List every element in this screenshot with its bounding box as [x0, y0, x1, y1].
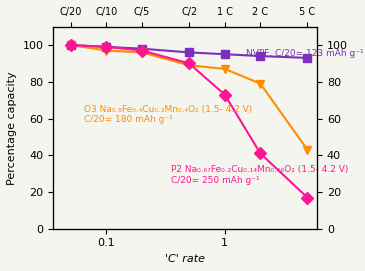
Line: NVPF, C/20= 123 mAh g⁻¹: NVPF, C/20= 123 mAh g⁻¹: [67, 41, 312, 62]
Line: P2 Na₀.₆₇Fe₀.₂Cu₀.₁₄Mn₀.₆₆O₂ (1.5- 4.2 V)
C/20= 250 mAh g⁻¹: P2 Na₀.₆₇Fe₀.₂Cu₀.₁₄Mn₀.₆₆O₂ (1.5- 4.2 V…: [67, 41, 312, 202]
NVPF, C/20= 123 mAh g⁻¹: [104, 45, 109, 49]
Line: O3 Na₀.₈Fe₀.₄Cu₀.₂Mn₀.₄O₂ (1.5- 4.2 V)
C/20= 180 mAh g⁻¹: O3 Na₀.₈Fe₀.₄Cu₀.₂Mn₀.₄O₂ (1.5- 4.2 V) C…: [67, 41, 312, 154]
NVPF, C/20= 123 mAh g⁻¹: [305, 56, 310, 60]
Y-axis label: Percentage capacity: Percentage capacity: [7, 71, 17, 185]
P2 Na₀.₆₇Fe₀.₂Cu₀.₁₄Mn₀.₆₆O₂ (1.5- 4.2 V)
C/20= 250 mAh g⁻¹: [258, 152, 262, 155]
O3 Na₀.₈Fe₀.₄Cu₀.₂Mn₀.₄O₂ (1.5- 4.2 V)
C/20= 180 mAh g⁻¹: [104, 49, 109, 52]
O3 Na₀.₈Fe₀.₄Cu₀.₂Mn₀.₄O₂ (1.5- 4.2 V)
C/20= 180 mAh g⁻¹: [223, 67, 227, 70]
Text: O3 Na₀.₈Fe₀.₄Cu₀.₂Mn₀.₄O₂ (1.5- 4.2 V)
C/20= 180 mAh g⁻¹: O3 Na₀.₈Fe₀.₄Cu₀.₂Mn₀.₄O₂ (1.5- 4.2 V) C…: [84, 105, 253, 124]
P2 Na₀.₆₇Fe₀.₂Cu₀.₁₄Mn₀.₆₆O₂ (1.5- 4.2 V)
C/20= 250 mAh g⁻¹: [187, 62, 191, 65]
NVPF, C/20= 123 mAh g⁻¹: [69, 43, 73, 47]
Text: P2 Na₀.₆₇Fe₀.₂Cu₀.₁₄Mn₀.₆₆O₂ (1.5- 4.2 V)
C/20= 250 mAh g⁻¹: P2 Na₀.₆₇Fe₀.₂Cu₀.₁₄Mn₀.₆₆O₂ (1.5- 4.2 V…: [171, 165, 348, 185]
O3 Na₀.₈Fe₀.₄Cu₀.₂Mn₀.₄O₂ (1.5- 4.2 V)
C/20= 180 mAh g⁻¹: [258, 82, 262, 85]
Text: NVPF, C/20= 123 mAh g⁻¹: NVPF, C/20= 123 mAh g⁻¹: [246, 49, 363, 58]
O3 Na₀.₈Fe₀.₄Cu₀.₂Mn₀.₄O₂ (1.5- 4.2 V)
C/20= 180 mAh g⁻¹: [140, 51, 144, 54]
O3 Na₀.₈Fe₀.₄Cu₀.₂Mn₀.₄O₂ (1.5- 4.2 V)
C/20= 180 mAh g⁻¹: [187, 64, 191, 67]
NVPF, C/20= 123 mAh g⁻¹: [187, 51, 191, 54]
P2 Na₀.₆₇Fe₀.₂Cu₀.₁₄Mn₀.₆₆O₂ (1.5- 4.2 V)
C/20= 250 mAh g⁻¹: [140, 49, 144, 52]
O3 Na₀.₈Fe₀.₄Cu₀.₂Mn₀.₄O₂ (1.5- 4.2 V)
C/20= 180 mAh g⁻¹: [305, 148, 310, 151]
O3 Na₀.₈Fe₀.₄Cu₀.₂Mn₀.₄O₂ (1.5- 4.2 V)
C/20= 180 mAh g⁻¹: [69, 43, 73, 47]
X-axis label: 'C' rate: 'C' rate: [165, 254, 205, 264]
NVPF, C/20= 123 mAh g⁻¹: [140, 47, 144, 50]
NVPF, C/20= 123 mAh g⁻¹: [258, 54, 262, 58]
P2 Na₀.₆₇Fe₀.₂Cu₀.₁₄Mn₀.₆₆O₂ (1.5- 4.2 V)
C/20= 250 mAh g⁻¹: [69, 43, 73, 47]
P2 Na₀.₆₇Fe₀.₂Cu₀.₁₄Mn₀.₆₆O₂ (1.5- 4.2 V)
C/20= 250 mAh g⁻¹: [104, 45, 109, 49]
NVPF, C/20= 123 mAh g⁻¹: [223, 53, 227, 56]
P2 Na₀.₆₇Fe₀.₂Cu₀.₁₄Mn₀.₆₆O₂ (1.5- 4.2 V)
C/20= 250 mAh g⁻¹: [305, 196, 310, 199]
P2 Na₀.₆₇Fe₀.₂Cu₀.₁₄Mn₀.₆₆O₂ (1.5- 4.2 V)
C/20= 250 mAh g⁻¹: [223, 93, 227, 96]
